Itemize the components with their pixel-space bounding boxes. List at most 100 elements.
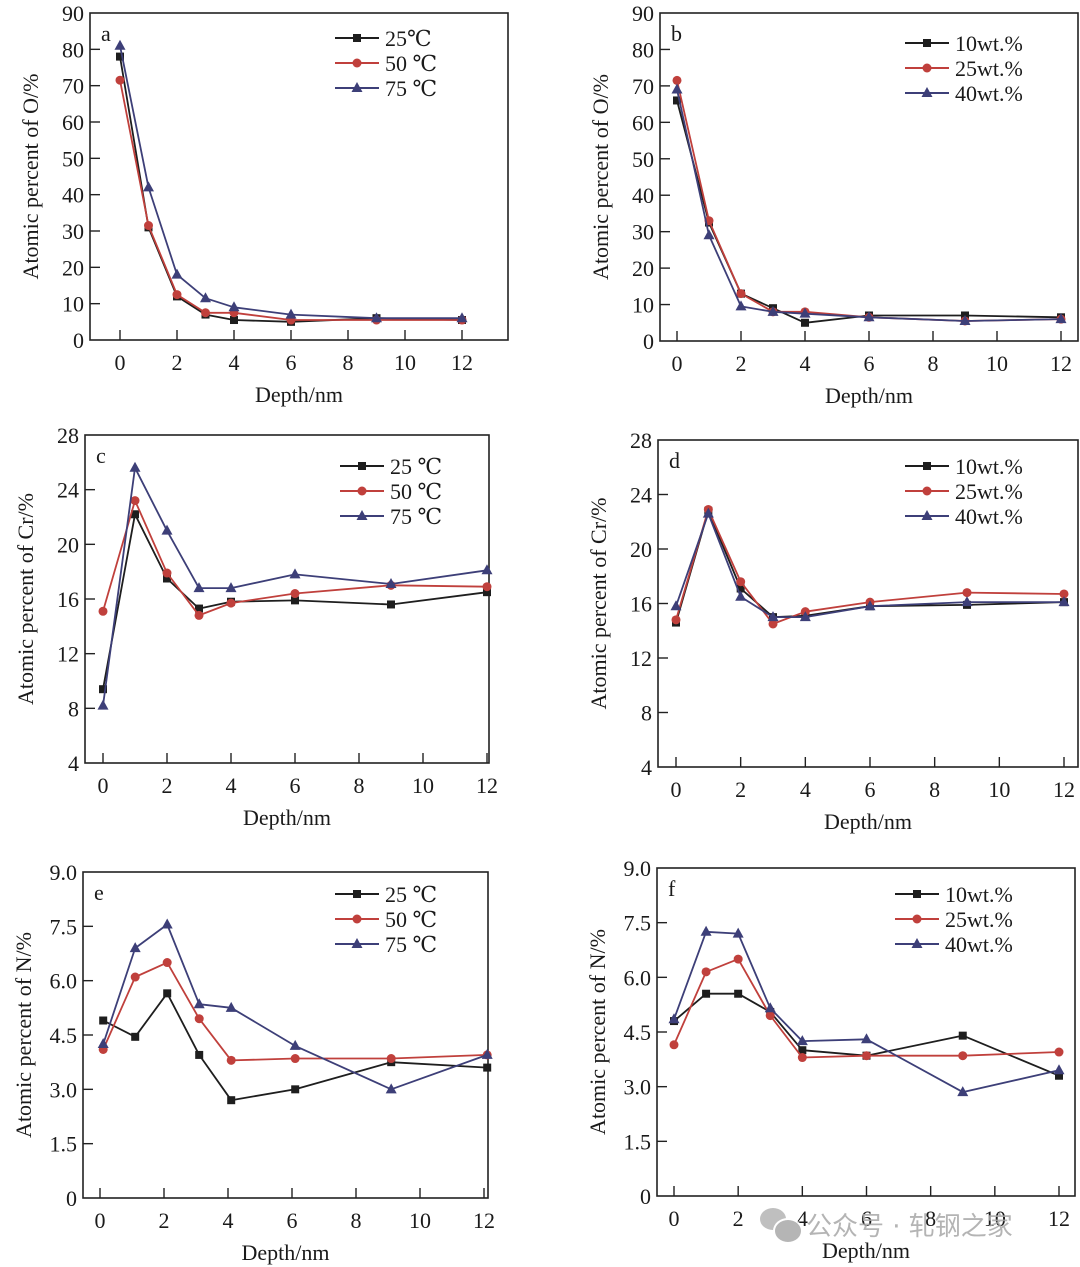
data-point [172, 290, 182, 300]
data-point [228, 301, 240, 312]
legend-label: 25wt.% [945, 907, 1013, 932]
data-point [767, 611, 779, 622]
series-line [676, 80, 1062, 322]
data-point [193, 582, 205, 593]
y-tick-label: 80 [632, 37, 654, 62]
data-point [195, 604, 203, 613]
legend-label: 25 ℃ [390, 454, 442, 479]
data-point [225, 582, 237, 593]
y-tick-label: 28 [57, 423, 79, 448]
x-tick-label: 8 [925, 1206, 936, 1231]
data-point [764, 1002, 776, 1013]
y-tick-label: 4 [68, 751, 79, 776]
legend: 25 ℃50 ℃75 ℃ [335, 882, 437, 957]
legend-marker [352, 58, 362, 68]
legend-label: 25 ℃ [385, 882, 437, 907]
x-tick-label: 2 [736, 351, 747, 376]
y-tick-label: 8 [68, 696, 79, 721]
x-tick-label: 6 [286, 350, 297, 375]
legend: 10wt.%25wt.%40wt.% [895, 882, 1013, 957]
data-point [1055, 1071, 1063, 1080]
data-point [161, 524, 173, 535]
data-point [290, 589, 300, 599]
data-point [386, 1054, 396, 1064]
legend-marker [356, 510, 368, 520]
legend-marker [913, 890, 921, 898]
x-tick-label: 12 [1053, 777, 1075, 802]
data-point [734, 989, 743, 998]
data-point [225, 1001, 237, 1012]
x-tick-label: 8 [929, 777, 940, 802]
data-point [98, 606, 108, 616]
series-1 [673, 96, 1065, 327]
panel-label: c [96, 443, 106, 468]
data-point [226, 598, 236, 608]
legend-marker [351, 938, 363, 948]
y-tick-label: 4.5 [50, 1023, 78, 1048]
y-tick-label: 90 [62, 1, 84, 26]
data-point [129, 461, 141, 472]
y-tick-label: 16 [630, 592, 652, 617]
series-line [102, 992, 488, 1102]
y-tick-label: 70 [62, 74, 84, 99]
data-point [483, 588, 491, 597]
y-tick-label: 7.5 [624, 911, 652, 936]
y-tick-label: 0 [66, 1186, 77, 1211]
legend-marker [351, 82, 363, 92]
x-tick-label: 4 [797, 1206, 808, 1231]
data-point [290, 1054, 300, 1064]
legend-marker [912, 914, 922, 924]
x-tick-label: 0 [98, 773, 109, 798]
data-point [483, 1063, 492, 1072]
data-point [144, 221, 153, 231]
series-line [676, 89, 1062, 322]
legend: 10wt.%25wt.%40wt.% [905, 454, 1023, 529]
y-tick-label: 12 [57, 642, 79, 667]
data-point [291, 1085, 300, 1094]
legend-marker [923, 39, 931, 47]
data-point [799, 611, 811, 622]
y-tick-label: 7.5 [50, 914, 78, 939]
data-point [701, 967, 711, 977]
series-2 [98, 496, 492, 620]
data-point [163, 574, 171, 583]
data-point [735, 590, 747, 601]
y-tick-label: 30 [62, 219, 84, 244]
data-point [131, 510, 139, 519]
data-point [861, 1033, 872, 1044]
x-tick-label: 2 [162, 773, 173, 798]
x-tick-label: 6 [861, 1206, 872, 1231]
y-tick-label: 24 [57, 478, 79, 503]
data-point [115, 75, 125, 85]
data-point [797, 1053, 807, 1063]
legend-label: 25℃ [385, 26, 432, 51]
legend-marker [358, 462, 366, 470]
data-point [285, 308, 297, 319]
y-tick-label: 3.0 [624, 1075, 652, 1100]
series-3 [670, 507, 1070, 622]
x-tick-label: 12 [451, 350, 473, 375]
y-tick-label: 4 [641, 755, 652, 780]
x-tick-label: 2 [733, 1206, 744, 1231]
legend-label: 50 ℃ [385, 51, 437, 76]
legend-label: 75 ℃ [390, 504, 442, 529]
data-point [289, 1039, 301, 1050]
data-point [958, 1031, 967, 1040]
data-point [230, 316, 238, 325]
x-tick-label: 12 [1050, 351, 1072, 376]
legend-marker [921, 87, 933, 97]
x-tick-label: 12 [473, 1208, 495, 1233]
legend-label: 10wt.% [945, 882, 1013, 907]
x-tick-label: 8 [354, 773, 365, 798]
y-axis-label: Atomic percent of O/% [588, 74, 613, 280]
x-axis-label: Depth/nm [824, 809, 912, 834]
data-point [1055, 313, 1067, 324]
data-point [195, 1050, 204, 1059]
data-point [700, 925, 712, 936]
data-point [673, 96, 681, 105]
data-point [1054, 1047, 1064, 1057]
data-point [765, 1011, 775, 1021]
x-tick-label: 4 [800, 351, 811, 376]
data-point [385, 577, 397, 588]
data-point [161, 918, 173, 929]
